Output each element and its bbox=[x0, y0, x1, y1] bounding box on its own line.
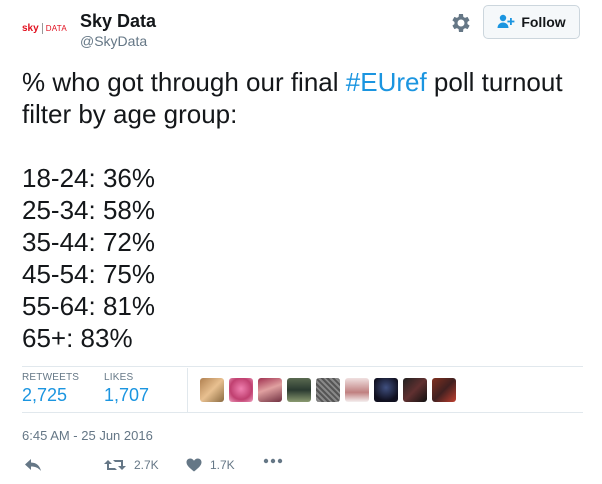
retweet-button[interactable]: 2.7K bbox=[104, 458, 159, 472]
follow-label: Follow bbox=[521, 14, 566, 30]
follow-person-plus-icon bbox=[497, 14, 515, 28]
liker-avatar[interactable] bbox=[374, 378, 398, 402]
stats-vertical-divider bbox=[187, 368, 188, 413]
avatar[interactable]: sky DATA bbox=[22, 10, 70, 46]
gear-icon[interactable] bbox=[449, 11, 473, 35]
likes-stat[interactable]: LIKES 1,707 bbox=[104, 372, 149, 406]
account-name[interactable]: Sky Data bbox=[80, 11, 157, 31]
age-line: 55-64: 81% bbox=[22, 291, 155, 321]
tweet-intro-after: poll turnout filter by age group: bbox=[22, 67, 563, 129]
reply-icon bbox=[25, 459, 41, 471]
age-line: 18-24: 36% bbox=[22, 163, 155, 193]
liker-avatar[interactable] bbox=[432, 378, 456, 402]
avatar-brand: sky bbox=[22, 22, 39, 34]
tweet-header: sky DATA Sky Data @SkyData Follow bbox=[0, 0, 602, 62]
liker-avatar[interactable] bbox=[403, 378, 427, 402]
age-line: 35-44: 72% bbox=[22, 227, 155, 257]
liker-avatar[interactable] bbox=[200, 378, 224, 402]
reply-button[interactable] bbox=[24, 458, 42, 472]
likes-value: 1,707 bbox=[104, 385, 150, 405]
age-line: 65+: 83% bbox=[22, 323, 133, 353]
age-line: 25-34: 58% bbox=[22, 195, 155, 225]
retweet-icon bbox=[104, 460, 126, 470]
blank-line bbox=[22, 130, 592, 162]
liker-avatar[interactable] bbox=[316, 378, 340, 402]
like-count: 1.7K bbox=[210, 458, 235, 472]
liker-avatar[interactable] bbox=[229, 378, 253, 402]
retweet-count: 2.7K bbox=[134, 458, 159, 472]
retweets-label: RETWEETS bbox=[22, 372, 80, 383]
account-handle[interactable]: @SkyData bbox=[80, 33, 148, 49]
liker-avatars bbox=[200, 378, 461, 402]
follow-button[interactable]: Follow bbox=[483, 5, 580, 39]
more-button[interactable] bbox=[263, 458, 283, 464]
tweet-text: % who got through our final #EUref poll … bbox=[22, 66, 592, 354]
like-button[interactable]: 1.7K bbox=[186, 458, 235, 472]
more-icon bbox=[263, 458, 283, 464]
avatar-divider bbox=[41, 22, 43, 34]
tweet-intro-before: % who got through our final bbox=[22, 67, 346, 97]
tweet-actions: 2.7K 1.7K bbox=[22, 458, 582, 480]
tweet-timestamp[interactable]: 6:45 AM - 25 Jun 2016 bbox=[22, 428, 153, 443]
stats-bottom-divider bbox=[22, 412, 583, 413]
stats-top-divider bbox=[22, 366, 583, 367]
tweet-intro: % who got through our final #EUref poll … bbox=[22, 66, 592, 130]
likes-label: LIKES bbox=[104, 372, 134, 383]
retweets-value: 2,725 bbox=[22, 385, 68, 405]
liker-avatar[interactable] bbox=[258, 378, 282, 402]
hashtag-link[interactable]: #EUref bbox=[345, 67, 427, 97]
age-line: 45-54: 75% bbox=[22, 259, 155, 289]
liker-avatar[interactable] bbox=[345, 378, 369, 402]
liker-avatar[interactable] bbox=[287, 378, 311, 402]
avatar-sub: DATA bbox=[45, 23, 68, 33]
retweets-stat[interactable]: RETWEETS 2,725 bbox=[22, 372, 79, 406]
heart-icon bbox=[186, 458, 202, 472]
